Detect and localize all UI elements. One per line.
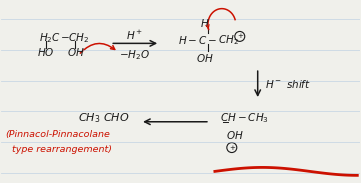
Text: +: + bbox=[229, 145, 235, 151]
Text: $-H_2O$: $-H_2O$ bbox=[119, 48, 150, 62]
Text: $CH - CH_3$: $CH - CH_3$ bbox=[220, 111, 269, 125]
FancyArrowPatch shape bbox=[80, 43, 115, 53]
Text: $H^-$ shift: $H^-$ shift bbox=[265, 78, 311, 90]
Text: $H_2C$: $H_2C$ bbox=[39, 31, 61, 45]
Text: $H$: $H$ bbox=[200, 16, 210, 29]
Text: $OH$: $OH$ bbox=[196, 52, 214, 64]
Text: (Pinnacol-Pinnacolane: (Pinnacol-Pinnacolane bbox=[6, 130, 110, 139]
Text: $OH$: $OH$ bbox=[68, 46, 85, 58]
Text: $H^+$: $H^+$ bbox=[126, 29, 143, 42]
Text: $CH_3\ CHO$: $CH_3\ CHO$ bbox=[78, 111, 130, 125]
Text: $OH$: $OH$ bbox=[226, 129, 244, 141]
Text: $- CH_2$: $- CH_2$ bbox=[60, 31, 90, 45]
Text: $CH_2$: $CH_2$ bbox=[218, 33, 239, 47]
Text: type rearrangement): type rearrangement) bbox=[6, 145, 112, 154]
Text: $H-C-$: $H-C-$ bbox=[178, 34, 217, 46]
Text: +: + bbox=[237, 33, 243, 39]
Text: $HO$: $HO$ bbox=[36, 46, 54, 58]
